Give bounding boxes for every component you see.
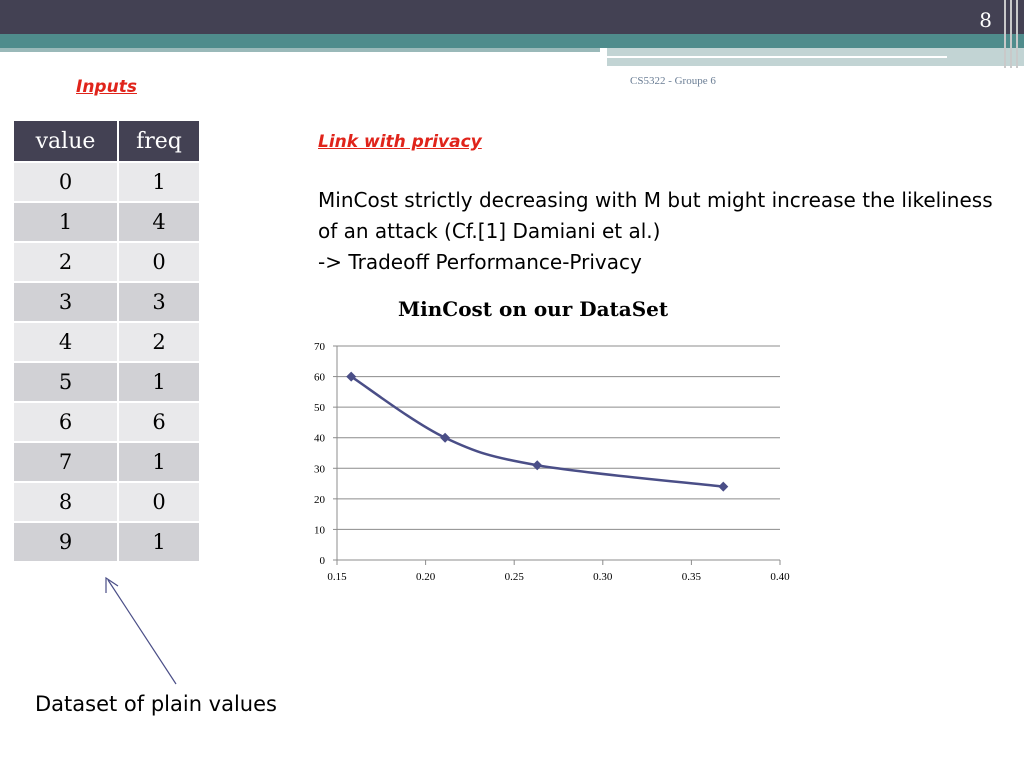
table-cell: 2 — [12, 241, 119, 283]
chart-gridlines — [337, 345, 780, 530]
privacy-text-line: MinCost strictly decreasing with M but m… — [318, 188, 993, 243]
table-cell: 1 — [117, 161, 201, 203]
y-tick-label: 30 — [314, 463, 326, 475]
table-cell: 2 — [117, 321, 201, 363]
privacy-text-line: -> Tradeoff Performance-Privacy — [318, 250, 642, 274]
table-cell: 3 — [117, 281, 201, 323]
decorative-vline — [1004, 0, 1006, 68]
x-tick-label: 0.30 — [593, 571, 613, 583]
chart-axes — [333, 345, 781, 565]
inputs-heading: Inputs — [76, 77, 137, 97]
chart-title: MinCost on our DataSet — [398, 297, 669, 321]
table-cell: 1 — [117, 521, 201, 563]
y-tick-label: 40 — [314, 433, 326, 445]
data-point-diamond-icon — [718, 481, 729, 492]
arrow-head-icon — [105, 576, 119, 593]
data-point-diamond-icon — [532, 460, 543, 471]
table-cell: 7 — [12, 441, 119, 483]
y-tick-label: 10 — [314, 524, 326, 536]
privacy-paragraph: MinCost strictly decreasing with M but m… — [318, 185, 1008, 278]
chart-series — [346, 371, 729, 492]
decorative-vline — [1010, 0, 1012, 68]
table-cell: 6 — [12, 401, 119, 443]
slide-number: 8 — [979, 8, 992, 32]
table-cell: 1 — [117, 441, 201, 483]
table-cell: 6 — [117, 401, 201, 443]
arrow-line — [107, 579, 177, 685]
column-header-value: value — [12, 119, 119, 163]
series-line — [350, 375, 724, 488]
slide-footer: CS5322 - Groupe 6 — [630, 75, 716, 87]
decorative-vline — [1016, 0, 1018, 68]
y-tick-label: 70 — [314, 341, 326, 353]
table-cell: 1 — [117, 361, 201, 403]
table-header-row: value freq — [12, 119, 201, 163]
teal-stripe — [0, 48, 600, 52]
x-tick-label: 0.35 — [682, 571, 702, 583]
table-cell: 0 — [12, 161, 119, 203]
x-tick-label: 0.25 — [505, 571, 525, 583]
y-tick-label: 20 — [314, 494, 326, 506]
y-tick-label: 0 — [320, 555, 326, 567]
x-tick-label: 0.15 — [327, 571, 347, 583]
table-cell: 9 — [12, 521, 119, 563]
x-tick-label: 0.20 — [416, 571, 436, 583]
chart-tick-labels: 0 10 20 30 40 50 60 70 0.15 0.20 0.25 0.30 0.35 0.40 — [314, 341, 790, 583]
table-cell: 1 — [12, 201, 119, 243]
column-header-freq: freq — [117, 119, 201, 163]
table-cell: 4 — [12, 321, 119, 363]
table-cell: 5 — [12, 361, 119, 403]
table-cell: 4 — [117, 201, 201, 243]
data-point-diamond-icon — [346, 371, 357, 382]
table-cell: 0 — [117, 481, 201, 523]
data-point-diamond-icon — [440, 432, 451, 443]
privacy-heading: Link with privacy — [318, 132, 482, 152]
mincost-line-chart: 0 10 20 30 40 50 60 70 0.15 0.20 0.25 0.30 0.35 0.40 — [314, 341, 790, 583]
decorative-line — [607, 56, 947, 58]
y-tick-label: 60 — [314, 372, 326, 384]
teal-band — [0, 34, 1024, 48]
x-tick-label: 0.40 — [770, 571, 790, 583]
dataset-caption: Dataset of plain values — [35, 692, 277, 716]
top-banner — [0, 0, 1024, 34]
table-cell: 8 — [12, 481, 119, 523]
table-cell: 3 — [12, 281, 119, 323]
y-tick-label: 50 — [314, 402, 326, 414]
table-cell: 0 — [117, 241, 201, 283]
